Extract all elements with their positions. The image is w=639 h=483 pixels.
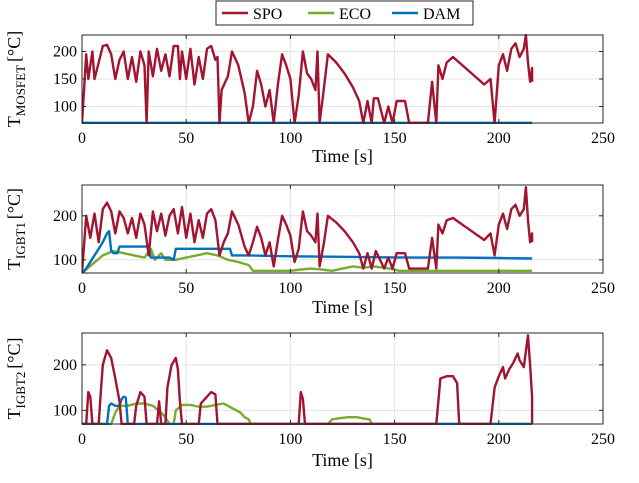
y-tick-label: 100	[53, 99, 77, 116]
y-tick-label: 150	[53, 71, 77, 88]
x-tick-label: 250	[591, 130, 615, 147]
x-axis-label: Time [s]	[312, 146, 373, 166]
axes-box	[81, 184, 604, 274]
x-tick-label: 150	[383, 130, 407, 147]
series-line-eco	[82, 402, 533, 425]
series-line-spo	[82, 34, 534, 124]
y-axis-label: TMOSFET[°C]	[4, 31, 28, 128]
y-tick-label: 200	[53, 44, 77, 61]
x-tick-label: 0	[78, 280, 86, 297]
x-axis-label: Time [s]	[312, 297, 373, 317]
y-axis-label: TIGBT1[°C]	[4, 188, 28, 270]
x-tick-label: 0	[78, 130, 86, 147]
legend-box	[215, 0, 474, 26]
legend: SPO ECO DAM	[215, 0, 474, 26]
y-tick-label: 100	[53, 402, 77, 419]
chart-panel-1: 0 50 100 150 200 250 100 150 200 Time [s] TMOSFET[…	[4, 31, 615, 166]
x-tick-label: 250	[591, 431, 615, 448]
y-axis-label: TIGBT2[°C]	[4, 337, 28, 419]
series-line-spo	[82, 186, 534, 274]
x-tick-label: 150	[383, 280, 407, 297]
axes-box	[81, 332, 604, 425]
x-axis-label: Time [s]	[312, 450, 373, 470]
x-tick-label: 200	[487, 280, 511, 297]
y-tick-label: 100	[53, 252, 77, 269]
x-tick-label: 250	[591, 280, 615, 297]
x-tick-label: 150	[383, 431, 407, 448]
x-tick-label: 200	[487, 130, 511, 147]
chart-panel-3: 0 50 100 150 200 250 100 200 Time [s] TIGBT2[°C]	[4, 332, 615, 470]
y-tick-label: 200	[53, 208, 77, 225]
x-tick-label: 100	[278, 130, 302, 147]
x-tick-label: 100	[278, 431, 302, 448]
x-tick-label: 50	[178, 431, 194, 448]
legend-label-spo: SPO	[253, 6, 282, 23]
x-tick-label: 50	[178, 130, 194, 147]
x-tick-label: 0	[78, 431, 86, 448]
legend-label-dam: DAM	[423, 6, 460, 23]
y-tick-label: 200	[53, 357, 77, 374]
x-tick-label: 200	[487, 431, 511, 448]
chart-panel-2: 0 50 100 150 200 250 100 200 Time [s] TIGBT1[°C]	[4, 184, 615, 317]
series-line-dam	[82, 230, 533, 274]
x-tick-label: 50	[178, 280, 194, 297]
series-line-spo	[82, 334, 534, 425]
legend-label-eco: ECO	[339, 6, 371, 23]
x-tick-label: 100	[278, 280, 302, 297]
